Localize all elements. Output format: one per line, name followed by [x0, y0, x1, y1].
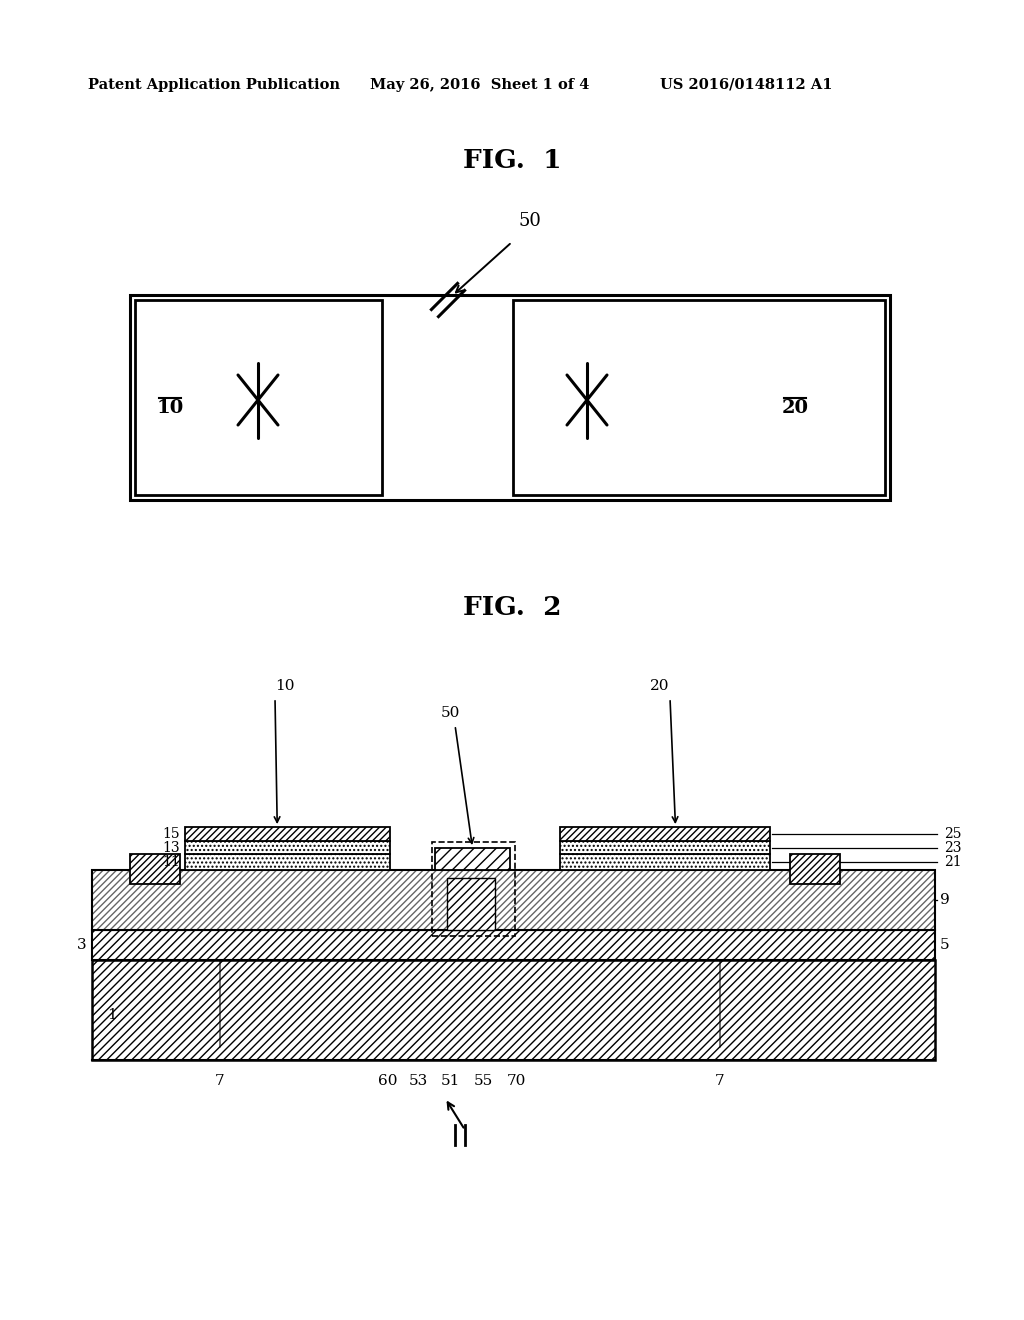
Bar [185, 841, 390, 854]
Bar [92, 931, 935, 960]
Text: May 26, 2016  Sheet 1 of 4: May 26, 2016 Sheet 1 of 4 [370, 78, 590, 92]
Text: 13: 13 [163, 841, 180, 854]
Text: 7: 7 [215, 1074, 225, 1088]
Text: 10: 10 [275, 678, 295, 693]
Bar [513, 300, 885, 495]
Bar [435, 847, 510, 870]
Bar [92, 960, 935, 1060]
Bar [130, 294, 890, 500]
Bar [432, 842, 515, 936]
Text: 9: 9 [940, 894, 949, 907]
Text: 20: 20 [781, 399, 809, 417]
Bar [435, 847, 510, 870]
Text: 70: 70 [506, 1074, 525, 1088]
Text: 55: 55 [473, 1074, 493, 1088]
Bar [185, 854, 390, 870]
Bar [185, 841, 390, 854]
Text: 50: 50 [518, 213, 542, 230]
Text: 23: 23 [944, 841, 962, 854]
Bar [92, 960, 935, 1060]
Bar [560, 841, 770, 854]
Text: 60: 60 [378, 1074, 397, 1088]
Text: 10: 10 [157, 399, 183, 417]
Bar [447, 878, 495, 931]
Bar [560, 854, 770, 870]
Text: 25: 25 [944, 828, 962, 841]
Bar [130, 854, 180, 884]
Bar [560, 841, 770, 854]
Text: 11: 11 [162, 855, 180, 869]
Bar [560, 854, 770, 870]
Text: 7: 7 [715, 1074, 725, 1088]
Text: 5: 5 [940, 939, 949, 952]
Text: FIG.  1: FIG. 1 [463, 148, 561, 173]
Text: FIG.  2: FIG. 2 [463, 595, 561, 620]
Text: 1: 1 [106, 1008, 117, 1022]
Bar [185, 854, 390, 870]
Bar [560, 828, 770, 841]
Bar [447, 878, 495, 931]
Text: 15: 15 [163, 828, 180, 841]
Text: 53: 53 [409, 1074, 428, 1088]
Bar [135, 300, 382, 495]
Text: 20: 20 [650, 678, 670, 693]
Bar [560, 828, 770, 841]
Bar [130, 854, 180, 884]
Bar [790, 854, 840, 884]
Text: 51: 51 [440, 1074, 460, 1088]
Bar [185, 828, 390, 841]
Text: 3: 3 [78, 939, 87, 952]
Bar [92, 870, 935, 931]
Bar [92, 870, 935, 931]
Text: 50: 50 [440, 706, 460, 719]
Text: US 2016/0148112 A1: US 2016/0148112 A1 [660, 78, 833, 92]
Bar [185, 828, 390, 841]
Bar [92, 931, 935, 960]
Text: 21: 21 [944, 855, 962, 869]
Text: Patent Application Publication: Patent Application Publication [88, 78, 340, 92]
Bar [790, 854, 840, 884]
